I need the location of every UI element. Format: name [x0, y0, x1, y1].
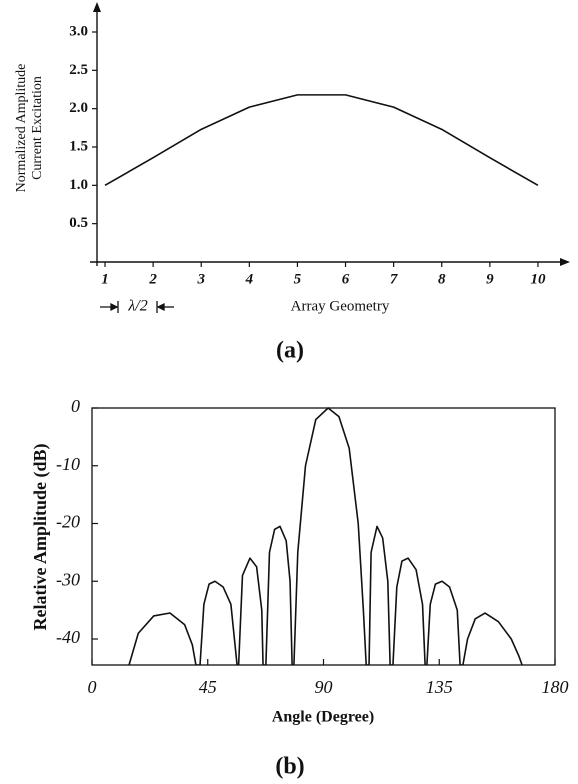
x-tick-label: 4 — [245, 271, 254, 287]
annotation: λ/2 — [127, 298, 147, 315]
x-tick-label: 0 — [88, 677, 97, 697]
y-tick-label: -30 — [56, 569, 80, 589]
y-tick-label: 0 — [71, 396, 80, 416]
y-tick-label: 1.5 — [69, 138, 88, 154]
y-tick-label: -20 — [56, 512, 80, 532]
x-axis-arrow — [560, 258, 570, 266]
y-tick-label: 1.0 — [69, 177, 88, 193]
x-tick-label: 10 — [530, 271, 546, 287]
y-axis-label: Relative Amplitude (dB) — [30, 443, 51, 630]
y-tick-label: -40 — [56, 627, 80, 647]
caption: (b) — [275, 754, 304, 780]
y-tick-label: 2.0 — [69, 100, 88, 116]
y-axis-label: Current Excitation — [30, 76, 45, 180]
x-tick-label: 2 — [148, 271, 157, 287]
x-tick-label: 1 — [101, 271, 109, 287]
y-axis-label: Normalized Amplitude — [14, 64, 29, 193]
x-tick-label: 6 — [342, 271, 350, 287]
x-tick-label: 8 — [438, 271, 446, 287]
y-axis-arrow — [93, 2, 101, 12]
x-tick-label: 7 — [390, 271, 398, 287]
y-tick-label: 2.5 — [69, 62, 88, 78]
y-tick-label: 0.5 — [69, 215, 88, 231]
y-tick-label: -10 — [56, 454, 80, 474]
x-tick-label: 180 — [542, 677, 569, 697]
x-tick-label: 90 — [315, 677, 333, 697]
x-axis-label: Angle (Degree) — [272, 709, 374, 726]
x-tick-label: 5 — [294, 271, 302, 287]
spacing-marker — [100, 301, 174, 313]
x-tick-label: 3 — [196, 271, 205, 287]
data-line — [128, 407, 523, 665]
x-tick-label: 45 — [199, 677, 217, 697]
x-tick-label: 135 — [426, 677, 453, 697]
x-tick-label: 9 — [486, 271, 494, 287]
x-axis-label: Array Geometry — [291, 298, 390, 314]
data-line — [104, 94, 539, 187]
plot-frame — [91, 407, 556, 666]
y-tick-label: 3.0 — [69, 23, 88, 39]
caption: (a) — [276, 338, 304, 364]
